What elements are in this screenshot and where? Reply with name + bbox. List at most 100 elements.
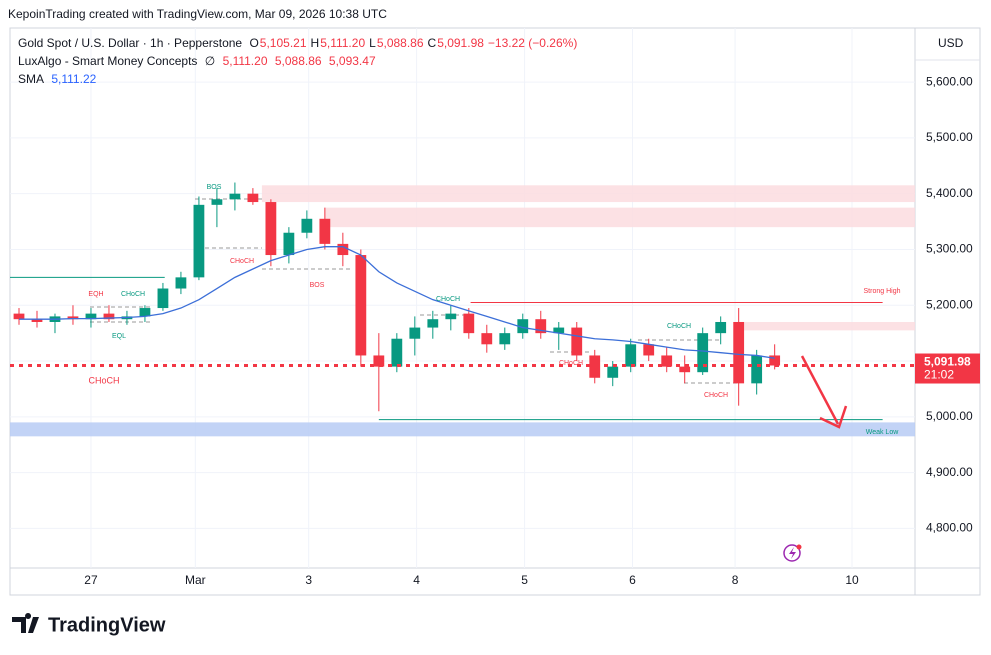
ohlc-value: 5,111.20 bbox=[320, 36, 366, 50]
candle-body bbox=[553, 327, 565, 334]
x-tick-label: Mar bbox=[185, 573, 206, 587]
annotation: EQL bbox=[112, 333, 126, 340]
candle-body bbox=[355, 255, 367, 356]
candle-body bbox=[481, 333, 493, 345]
annotation: CHoCH bbox=[436, 296, 460, 303]
annotation: Strong High bbox=[864, 288, 901, 295]
ohlc-value: 5,091.98 bbox=[437, 36, 484, 50]
candle-body bbox=[229, 193, 241, 200]
indicator: LuxAlgo - Smart Money Concepts bbox=[18, 54, 198, 68]
candle-body bbox=[193, 204, 205, 278]
y-tick-label: 4,800.00 bbox=[926, 521, 973, 535]
candle-body bbox=[733, 321, 745, 384]
candle-body bbox=[427, 319, 439, 328]
y-tick-label: 5,000.00 bbox=[926, 409, 973, 423]
ohlc-label: L bbox=[369, 36, 376, 50]
annotation: BOS bbox=[310, 282, 325, 289]
annotation: CHoCH bbox=[559, 360, 583, 367]
annotation: CHoCH bbox=[704, 392, 728, 399]
candle-body bbox=[679, 366, 691, 373]
candle-body bbox=[175, 277, 187, 289]
candle-body bbox=[643, 344, 655, 356]
annotation: BOS bbox=[207, 184, 222, 191]
x-tick-label: 4 bbox=[413, 573, 420, 587]
change: −13.22 (−0.26%) bbox=[487, 36, 578, 50]
x-tick-label: 10 bbox=[845, 573, 859, 587]
candle-body bbox=[589, 355, 601, 378]
alert-icon[interactable] bbox=[783, 544, 802, 562]
candle-body bbox=[751, 355, 763, 384]
ohlc-label: H bbox=[310, 36, 320, 50]
candle-body bbox=[517, 319, 529, 334]
sma-line bbox=[18, 246, 775, 359]
candle-body bbox=[67, 316, 79, 320]
candle-body bbox=[31, 319, 43, 322]
candle-body bbox=[391, 338, 403, 367]
x-tick-label: 27 bbox=[84, 573, 98, 587]
y-tick-label: 5,600.00 bbox=[926, 74, 973, 88]
y-tick-label: 5,500.00 bbox=[926, 130, 973, 144]
annotation: CHoCH bbox=[667, 323, 691, 330]
annotation: Weak Low bbox=[866, 429, 899, 436]
candle-body bbox=[373, 355, 385, 367]
x-tick-label: 3 bbox=[305, 573, 312, 587]
candle-body bbox=[535, 319, 547, 334]
candle-body bbox=[607, 366, 619, 378]
indicator-value: 5,093.47 bbox=[328, 54, 376, 68]
plot-area: BOS CHoCH BOS EQH CHoCH EQL CHoCH CHoCH CHoCH CHo… bbox=[10, 28, 915, 568]
candle-body bbox=[571, 327, 583, 356]
zone bbox=[261, 185, 915, 203]
forecast-arrow bbox=[800, 355, 848, 429]
annotation: EQH bbox=[88, 291, 103, 298]
candle-body bbox=[409, 327, 421, 339]
legend-line-2: LuxAlgo - Smart Money Concepts ∅ 5,111.2… bbox=[18, 54, 380, 68]
indicator-value: 5,111.20 bbox=[222, 54, 268, 68]
ohlc-label: C bbox=[427, 36, 437, 50]
candle-body bbox=[445, 313, 457, 320]
ohlc-value: 5,088.86 bbox=[376, 36, 424, 50]
sma-value: 5,111.22 bbox=[51, 72, 97, 86]
x-tick-label: 6 bbox=[629, 573, 636, 587]
candle-body bbox=[103, 313, 115, 320]
ohlc-value: 5,105.21 bbox=[259, 36, 307, 50]
indicator-symbol: ∅ bbox=[204, 54, 216, 68]
sma-label: SMA bbox=[18, 72, 45, 86]
candle-body bbox=[661, 355, 673, 367]
x-tick-label: 5 bbox=[521, 573, 528, 587]
candle-body bbox=[265, 202, 277, 256]
ohlc-label: O bbox=[249, 36, 259, 50]
y-tick-label: 5,200.00 bbox=[926, 297, 973, 311]
candle-body bbox=[697, 333, 709, 373]
header: KepoinTrading created with TradingView.c… bbox=[8, 7, 387, 21]
symbol: Gold Spot / U.S. Dollar · 1h · Peppersto… bbox=[18, 36, 243, 50]
candle-body bbox=[139, 308, 151, 317]
candle-body bbox=[337, 243, 349, 256]
candle-body bbox=[769, 355, 781, 366]
candle-body bbox=[283, 232, 295, 256]
annotation: CHoCH bbox=[230, 258, 254, 265]
currency: USD bbox=[938, 36, 964, 50]
candle-body bbox=[715, 321, 727, 334]
price-tag-label: 5,091.98 bbox=[924, 355, 971, 369]
legend-line-1: Gold Spot / U.S. Dollar · 1h · Peppersto… bbox=[18, 36, 578, 50]
candle-body bbox=[85, 313, 97, 320]
zone bbox=[10, 422, 915, 437]
x-tick-label: 8 bbox=[732, 573, 739, 587]
price-tag bbox=[915, 353, 980, 384]
y-tick-label: 4,900.00 bbox=[926, 465, 973, 479]
candle-body bbox=[625, 344, 637, 367]
price-tag-countdown: 21:02 bbox=[924, 368, 954, 382]
candle-body bbox=[463, 313, 475, 334]
legend-line-3: SMA 5,111.22 bbox=[18, 72, 100, 86]
candle-body bbox=[13, 313, 25, 320]
candle-body bbox=[247, 193, 259, 203]
brand: TradingView bbox=[48, 614, 166, 636]
zone bbox=[324, 207, 915, 228]
candle-body bbox=[211, 199, 223, 205]
chart-frame bbox=[9, 27, 981, 596]
brand-logo: TradingView bbox=[12, 613, 166, 636]
annotation: CHoCH bbox=[88, 375, 119, 385]
y-tick-label: 5,400.00 bbox=[926, 186, 973, 200]
